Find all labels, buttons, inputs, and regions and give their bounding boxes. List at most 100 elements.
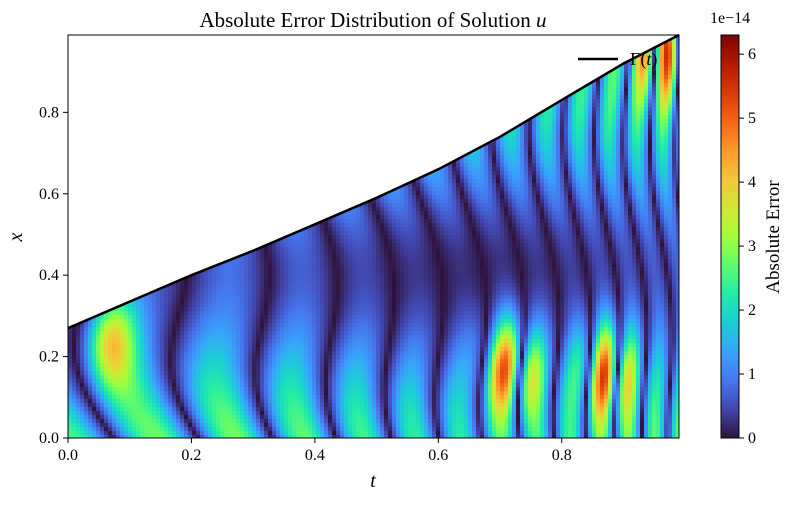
heat-cell xyxy=(184,291,189,296)
heat-cell xyxy=(220,411,225,416)
heat-cell xyxy=(208,323,213,328)
heat-cell xyxy=(84,371,89,376)
heat-cell xyxy=(228,303,233,308)
heat-cell xyxy=(156,323,161,328)
heat-cell xyxy=(188,279,193,284)
heat-cell xyxy=(140,311,145,316)
heat-cell xyxy=(168,419,173,424)
heat-cell xyxy=(116,403,121,408)
heat-cell xyxy=(68,371,73,376)
heat-cell xyxy=(216,403,221,408)
heat-cell xyxy=(216,295,221,300)
heat-cell xyxy=(140,327,145,332)
heat-cell xyxy=(192,387,197,392)
heat-cell xyxy=(104,391,109,396)
heat-cell xyxy=(168,367,173,372)
heat-cell xyxy=(156,339,161,344)
heat-cell xyxy=(200,275,205,280)
heat-cell xyxy=(88,363,93,368)
heat-cell xyxy=(200,383,205,388)
heat-cell xyxy=(228,419,233,424)
heat-cell xyxy=(220,331,225,336)
heat-cell xyxy=(212,407,217,412)
heat-cell xyxy=(112,347,117,352)
heat-cell xyxy=(260,399,265,404)
heat-cell xyxy=(168,363,173,368)
heat-cell xyxy=(84,335,89,340)
heat-cell xyxy=(132,307,137,312)
heat-cell xyxy=(260,363,265,368)
heat-cell xyxy=(240,299,245,304)
heat-cell xyxy=(224,311,229,316)
heat-cell xyxy=(248,371,253,376)
heat-cell xyxy=(248,323,253,328)
heat-cell xyxy=(88,391,93,396)
heat-cell xyxy=(200,415,205,420)
heat-cell xyxy=(184,387,189,392)
heat-cell xyxy=(256,355,261,360)
heat-cell xyxy=(252,323,257,328)
heat-cell xyxy=(184,307,189,312)
heat-cell xyxy=(188,355,193,360)
heat-cell xyxy=(92,359,97,364)
heat-cell xyxy=(136,319,141,324)
heat-cell xyxy=(92,355,97,360)
heat-cell xyxy=(256,279,261,284)
heat-cell xyxy=(260,255,265,260)
heat-cell xyxy=(260,407,265,412)
heat-cell xyxy=(204,375,209,380)
heat-cell xyxy=(88,399,93,404)
heat-cell xyxy=(128,387,133,392)
heat-cell xyxy=(84,395,89,400)
heat-cell xyxy=(224,291,229,296)
heat-cell xyxy=(180,283,185,288)
heat-cell xyxy=(152,403,157,408)
heat-cell xyxy=(116,419,121,424)
heat-cell xyxy=(116,435,121,438)
heat-cell xyxy=(232,359,237,364)
heat-cell xyxy=(212,379,217,384)
heat-cell xyxy=(240,347,245,352)
heat-cell xyxy=(164,319,169,324)
heat-cell xyxy=(240,383,245,388)
heat-cell xyxy=(256,295,261,300)
heat-cell xyxy=(252,267,257,272)
heat-cell xyxy=(200,367,205,372)
heat-cell xyxy=(108,407,113,412)
heat-cell xyxy=(176,351,181,356)
heat-cell xyxy=(152,431,157,436)
heat-cell xyxy=(176,427,181,432)
heat-cell xyxy=(228,339,233,344)
heat-cell xyxy=(228,383,233,388)
heat-cell xyxy=(164,335,169,340)
heat-cell xyxy=(80,407,85,412)
heat-cell xyxy=(188,387,193,392)
heat-cell xyxy=(204,379,209,384)
heat-cell xyxy=(216,375,221,380)
heat-cell xyxy=(104,387,109,392)
heat-cell xyxy=(184,435,189,438)
heat-cell xyxy=(256,335,261,340)
heat-cell xyxy=(140,379,145,384)
heat-cell xyxy=(128,319,133,324)
heat-cell xyxy=(224,399,229,404)
heat-cell xyxy=(236,299,241,304)
heat-cell xyxy=(252,383,257,388)
heat-cell xyxy=(132,403,137,408)
heat-cell xyxy=(104,335,109,340)
heat-cell xyxy=(72,399,77,404)
heat-cell xyxy=(112,311,117,316)
heat-cell xyxy=(100,343,105,348)
heat-cell xyxy=(228,295,233,300)
heat-cell xyxy=(204,327,209,332)
heat-cell xyxy=(244,363,249,368)
heat-cell xyxy=(220,403,225,408)
heat-cell xyxy=(244,387,249,392)
heat-cell xyxy=(168,339,173,344)
heat-cell xyxy=(124,371,129,376)
heat-cell xyxy=(132,395,137,400)
heat-cell xyxy=(196,283,201,288)
heat-cell xyxy=(176,287,181,292)
heat-cell xyxy=(220,423,225,428)
heat-cell xyxy=(104,431,109,436)
